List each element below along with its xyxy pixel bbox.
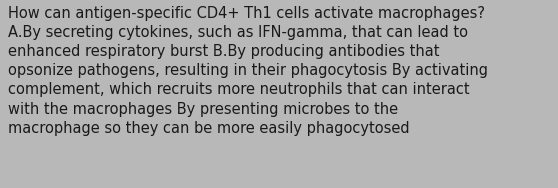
- Text: How can antigen-specific CD4+ Th1 cells activate macrophages?
A.By secreting cyt: How can antigen-specific CD4+ Th1 cells …: [8, 6, 488, 136]
